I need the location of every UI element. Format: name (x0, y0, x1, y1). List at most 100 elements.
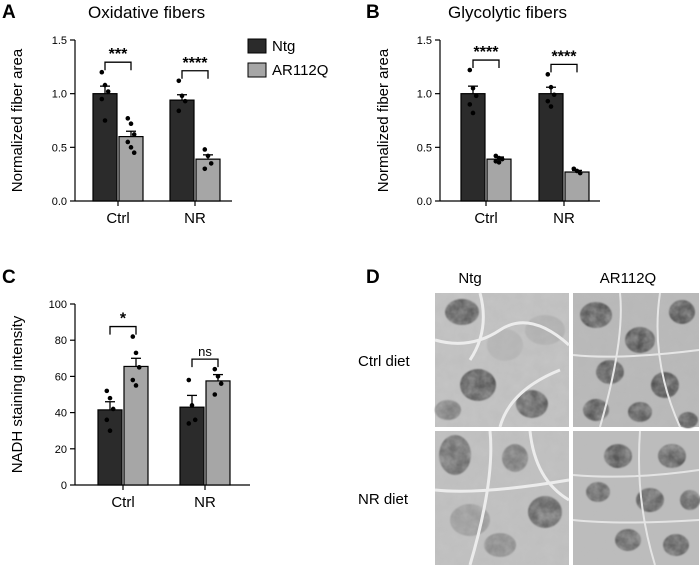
y-tick-label: 0.5 (52, 142, 67, 154)
significance-label: *** (109, 46, 128, 63)
bar-ntg-nr (179, 406, 205, 486)
bar-ar112q-nr (195, 158, 221, 202)
panel-b-title: Glycolytic fibers (448, 3, 567, 22)
data-point (467, 67, 473, 73)
significance-label: **** (183, 55, 209, 72)
legend-swatch-ar112q (247, 62, 267, 78)
significance-bracket (181, 70, 209, 79)
x-tick-label: Ctrl (111, 494, 134, 511)
data-point (176, 108, 182, 114)
micrograph-ar112q-ctrl (572, 292, 700, 428)
y-tick-label: 1.0 (52, 89, 67, 101)
data-point (99, 96, 105, 102)
legend-label-ar112q: AR112Q (272, 62, 328, 79)
legend: Ntg AR112Q (247, 38, 328, 79)
y-tick-label: 0 (61, 480, 67, 492)
legend-label-ntg: Ntg (272, 38, 295, 55)
y-axis-label: NADH staining intensity (9, 315, 26, 473)
significance-label: * (120, 311, 127, 328)
data-point (192, 417, 198, 423)
data-point (202, 147, 208, 152)
data-point (496, 160, 502, 165)
data-point (125, 116, 131, 121)
bar-ar112q-ctrl (486, 158, 512, 202)
data-point (218, 381, 224, 386)
data-point (136, 365, 142, 370)
data-point (107, 428, 113, 434)
x-tick-label: Ctrl (106, 210, 129, 227)
data-point (107, 395, 113, 401)
data-point (182, 98, 188, 104)
micrograph-col-ar112q: AR112Q (600, 270, 656, 287)
panel-letter-a: A (2, 2, 16, 23)
data-point (130, 377, 136, 383)
data-point (470, 86, 476, 91)
significance-bracket (550, 63, 578, 73)
significance-label: **** (474, 44, 500, 61)
data-point (202, 166, 208, 172)
significance-bracket (472, 59, 500, 69)
micrograph-ar112q-nr (572, 430, 700, 565)
data-point (205, 153, 211, 159)
y-tick-label: 1.5 (417, 35, 432, 47)
data-point (467, 102, 473, 107)
bar-ntg-ctrl (97, 409, 123, 486)
data-point (212, 392, 218, 397)
x-tick-label: Ctrl (474, 210, 497, 227)
bar-ntg-ctrl (92, 93, 118, 202)
data-point (104, 417, 110, 423)
data-point (99, 69, 105, 75)
data-point (548, 104, 554, 109)
data-point (125, 139, 131, 145)
data-point (499, 156, 505, 162)
y-tick-label: 1.0 (417, 89, 432, 101)
bar-ntg-ctrl (460, 93, 486, 202)
y-tick-label: 1.5 (52, 35, 67, 47)
significance-label: **** (552, 48, 578, 65)
data-point (212, 366, 218, 372)
data-point (104, 388, 110, 394)
significance-bracket (109, 325, 137, 335)
micrograph-col-ntg: Ntg (458, 270, 481, 287)
data-point (473, 93, 479, 99)
y-tick-label: 0.0 (52, 196, 67, 208)
bar-ar112q-nr (564, 171, 590, 202)
data-point (102, 118, 108, 123)
panel-a-title: Oxidative fibers (88, 3, 205, 22)
data-point (208, 161, 214, 166)
data-point (110, 406, 116, 412)
x-tick-label: NR (194, 494, 216, 511)
micrograph-row-nr: NR diet (358, 491, 409, 508)
panel-letter-c: C (2, 267, 16, 288)
data-point (215, 374, 221, 379)
data-point (470, 110, 476, 116)
y-tick-label: 40 (55, 408, 67, 420)
data-point (548, 84, 554, 90)
data-point (186, 377, 192, 383)
bar-ntg-nr (169, 99, 195, 202)
data-point (179, 93, 185, 99)
legend-swatch-ntg (247, 38, 267, 54)
data-point (551, 92, 557, 98)
y-tick-label: 0.5 (417, 142, 432, 154)
significance-bracket (191, 358, 219, 368)
data-point (189, 403, 195, 408)
data-point (577, 170, 583, 176)
data-point (176, 78, 182, 84)
data-point (133, 350, 139, 356)
y-tick-label: 0.0 (417, 196, 432, 208)
significance-bracket (104, 61, 132, 71)
y-tick-label: 100 (49, 299, 67, 311)
data-point (186, 421, 192, 426)
data-point (545, 98, 551, 104)
data-point (131, 150, 137, 155)
data-point (102, 82, 108, 88)
panel-letter-d: D (366, 267, 380, 288)
significance-label: ns (198, 344, 212, 359)
data-point (105, 89, 111, 94)
bar-ntg-nr (538, 93, 564, 202)
chart-nadh-staining: 0 20 40 60 80 100 NADH staining intensity Ctrl *… (9, 299, 250, 511)
x-tick-label: NR (553, 210, 575, 227)
data-point (130, 334, 136, 339)
